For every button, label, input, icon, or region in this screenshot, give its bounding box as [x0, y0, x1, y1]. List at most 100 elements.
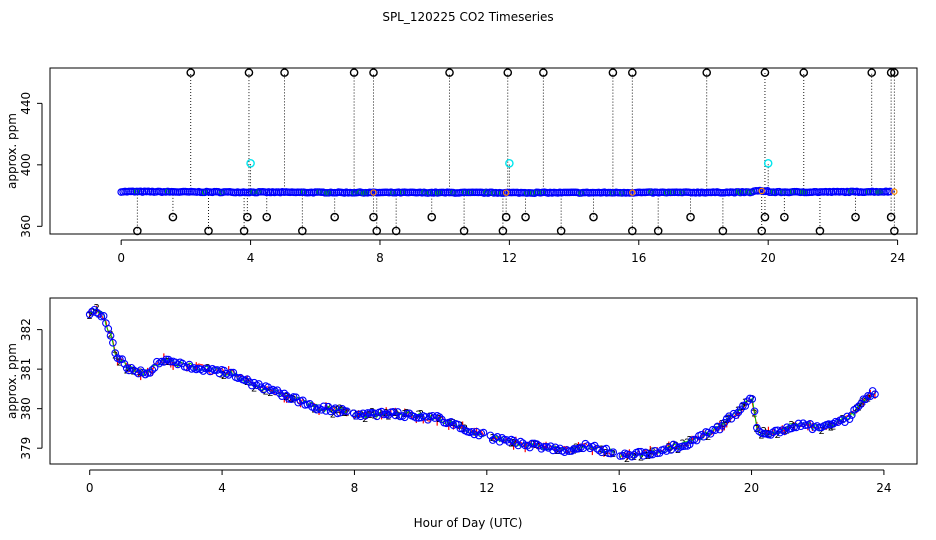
- point-spike-low: [391, 226, 401, 236]
- point-co2: [88, 307, 96, 316]
- y-tick-label: 400: [19, 153, 33, 176]
- point-spike-low: [498, 226, 508, 236]
- point-spike-low: [556, 226, 566, 236]
- point-co2: [155, 359, 164, 368]
- point-label-2: 2: [670, 440, 676, 451]
- point-label-2: 2: [283, 392, 289, 403]
- point-co2: [122, 364, 131, 373]
- y-tick-label: 379: [19, 437, 33, 460]
- point-co2: [342, 407, 351, 416]
- point-co2: [871, 390, 879, 399]
- point-co2: [95, 310, 103, 318]
- point-spike-low: [427, 212, 437, 222]
- point-label-2: 2: [87, 311, 93, 322]
- point-co2: [829, 419, 838, 428]
- point-co2: [280, 389, 289, 398]
- point-co2: [567, 447, 576, 455]
- point-co2: [278, 392, 286, 400]
- point-co2: [498, 434, 506, 442]
- point-label-2: 2: [719, 419, 725, 430]
- point-co2: [748, 395, 757, 403]
- plot-frame: [49, 297, 918, 465]
- point-spike-low: [780, 212, 789, 222]
- point-co2: [551, 443, 560, 452]
- point-label-2: 2: [131, 366, 137, 377]
- point-co2: [250, 378, 259, 387]
- chart-title: SPL_120225 CO2 Timeseries: [382, 10, 553, 24]
- point-co2: [627, 452, 636, 461]
- point-co2: [776, 428, 784, 437]
- point-spike-low: [757, 226, 767, 236]
- point-co2: [525, 443, 534, 452]
- point-label-2: 2: [774, 430, 780, 441]
- point-co2: [393, 408, 402, 416]
- point-co2: [715, 425, 724, 434]
- point-label-2: 2: [358, 410, 364, 421]
- point-co2: [148, 366, 157, 374]
- point-co2: [428, 411, 437, 420]
- point-co2: [602, 444, 611, 453]
- point-spike-high: [702, 68, 712, 77]
- point-co2: [528, 439, 536, 448]
- point-spike-low: [686, 212, 695, 222]
- point-co2: [229, 368, 238, 377]
- point-co2: [373, 412, 381, 421]
- point-spike-low: [459, 226, 469, 236]
- line-green: [863, 399, 866, 402]
- point-spike-high: [890, 68, 899, 77]
- point-co2: [669, 440, 678, 449]
- x-tick-label: 24: [876, 481, 891, 495]
- point-label-2: 2: [392, 408, 398, 419]
- point-label-2: 2: [450, 418, 456, 429]
- x-tick-label: 4: [218, 481, 226, 495]
- top-series-co2: [117, 186, 898, 197]
- point-co2: [294, 398, 303, 407]
- point-label-2: 2: [395, 411, 401, 422]
- point-label-2: 2: [647, 449, 653, 460]
- point-co2: [609, 448, 618, 457]
- point-orange: [629, 189, 636, 196]
- point-co2: [720, 418, 729, 427]
- point-co2: [206, 367, 215, 376]
- x-tick-label: 8: [376, 251, 384, 265]
- point-label-2: 2: [735, 405, 741, 416]
- point-spike-high: [760, 68, 770, 77]
- y-tick-label: 360: [19, 215, 33, 238]
- point-co2: [338, 405, 347, 413]
- point-spike-low: [851, 212, 860, 222]
- point-co2: [435, 413, 444, 421]
- x-tick-label: 4: [247, 251, 255, 265]
- point-co2: [493, 433, 502, 441]
- point-spike-low: [243, 212, 252, 222]
- point-co2: [287, 395, 296, 404]
- point-reference: [763, 158, 773, 168]
- y-tick-label: 382: [19, 318, 33, 341]
- point-label-2: 2: [573, 442, 579, 453]
- point-label-2: 2: [598, 444, 604, 455]
- line-green: [110, 333, 114, 344]
- point-co2: [349, 409, 358, 418]
- y-tick-label: 381: [19, 358, 33, 381]
- point-spike-low: [372, 226, 382, 236]
- point-label-2: 2: [686, 435, 692, 446]
- line-green: [673, 443, 676, 446]
- y-axis-label: approx. ppm: [5, 113, 19, 189]
- point-label-2: 2: [603, 448, 609, 459]
- point-co2: [556, 444, 564, 453]
- point-label-2: 2: [251, 383, 257, 394]
- point-co2: [581, 439, 590, 448]
- point-co2: [403, 409, 411, 418]
- point-label-2: 2: [89, 308, 95, 319]
- point-label-2: 2: [490, 433, 496, 444]
- point-spike-low: [653, 226, 663, 236]
- point-spike-low: [628, 226, 637, 236]
- point-co2: [127, 363, 136, 372]
- point-co2: [162, 355, 171, 364]
- point-co2: [336, 408, 344, 417]
- line-green: [179, 360, 183, 364]
- point-spike-high: [503, 68, 513, 77]
- point-co2: [792, 423, 801, 432]
- point-co2: [857, 400, 865, 408]
